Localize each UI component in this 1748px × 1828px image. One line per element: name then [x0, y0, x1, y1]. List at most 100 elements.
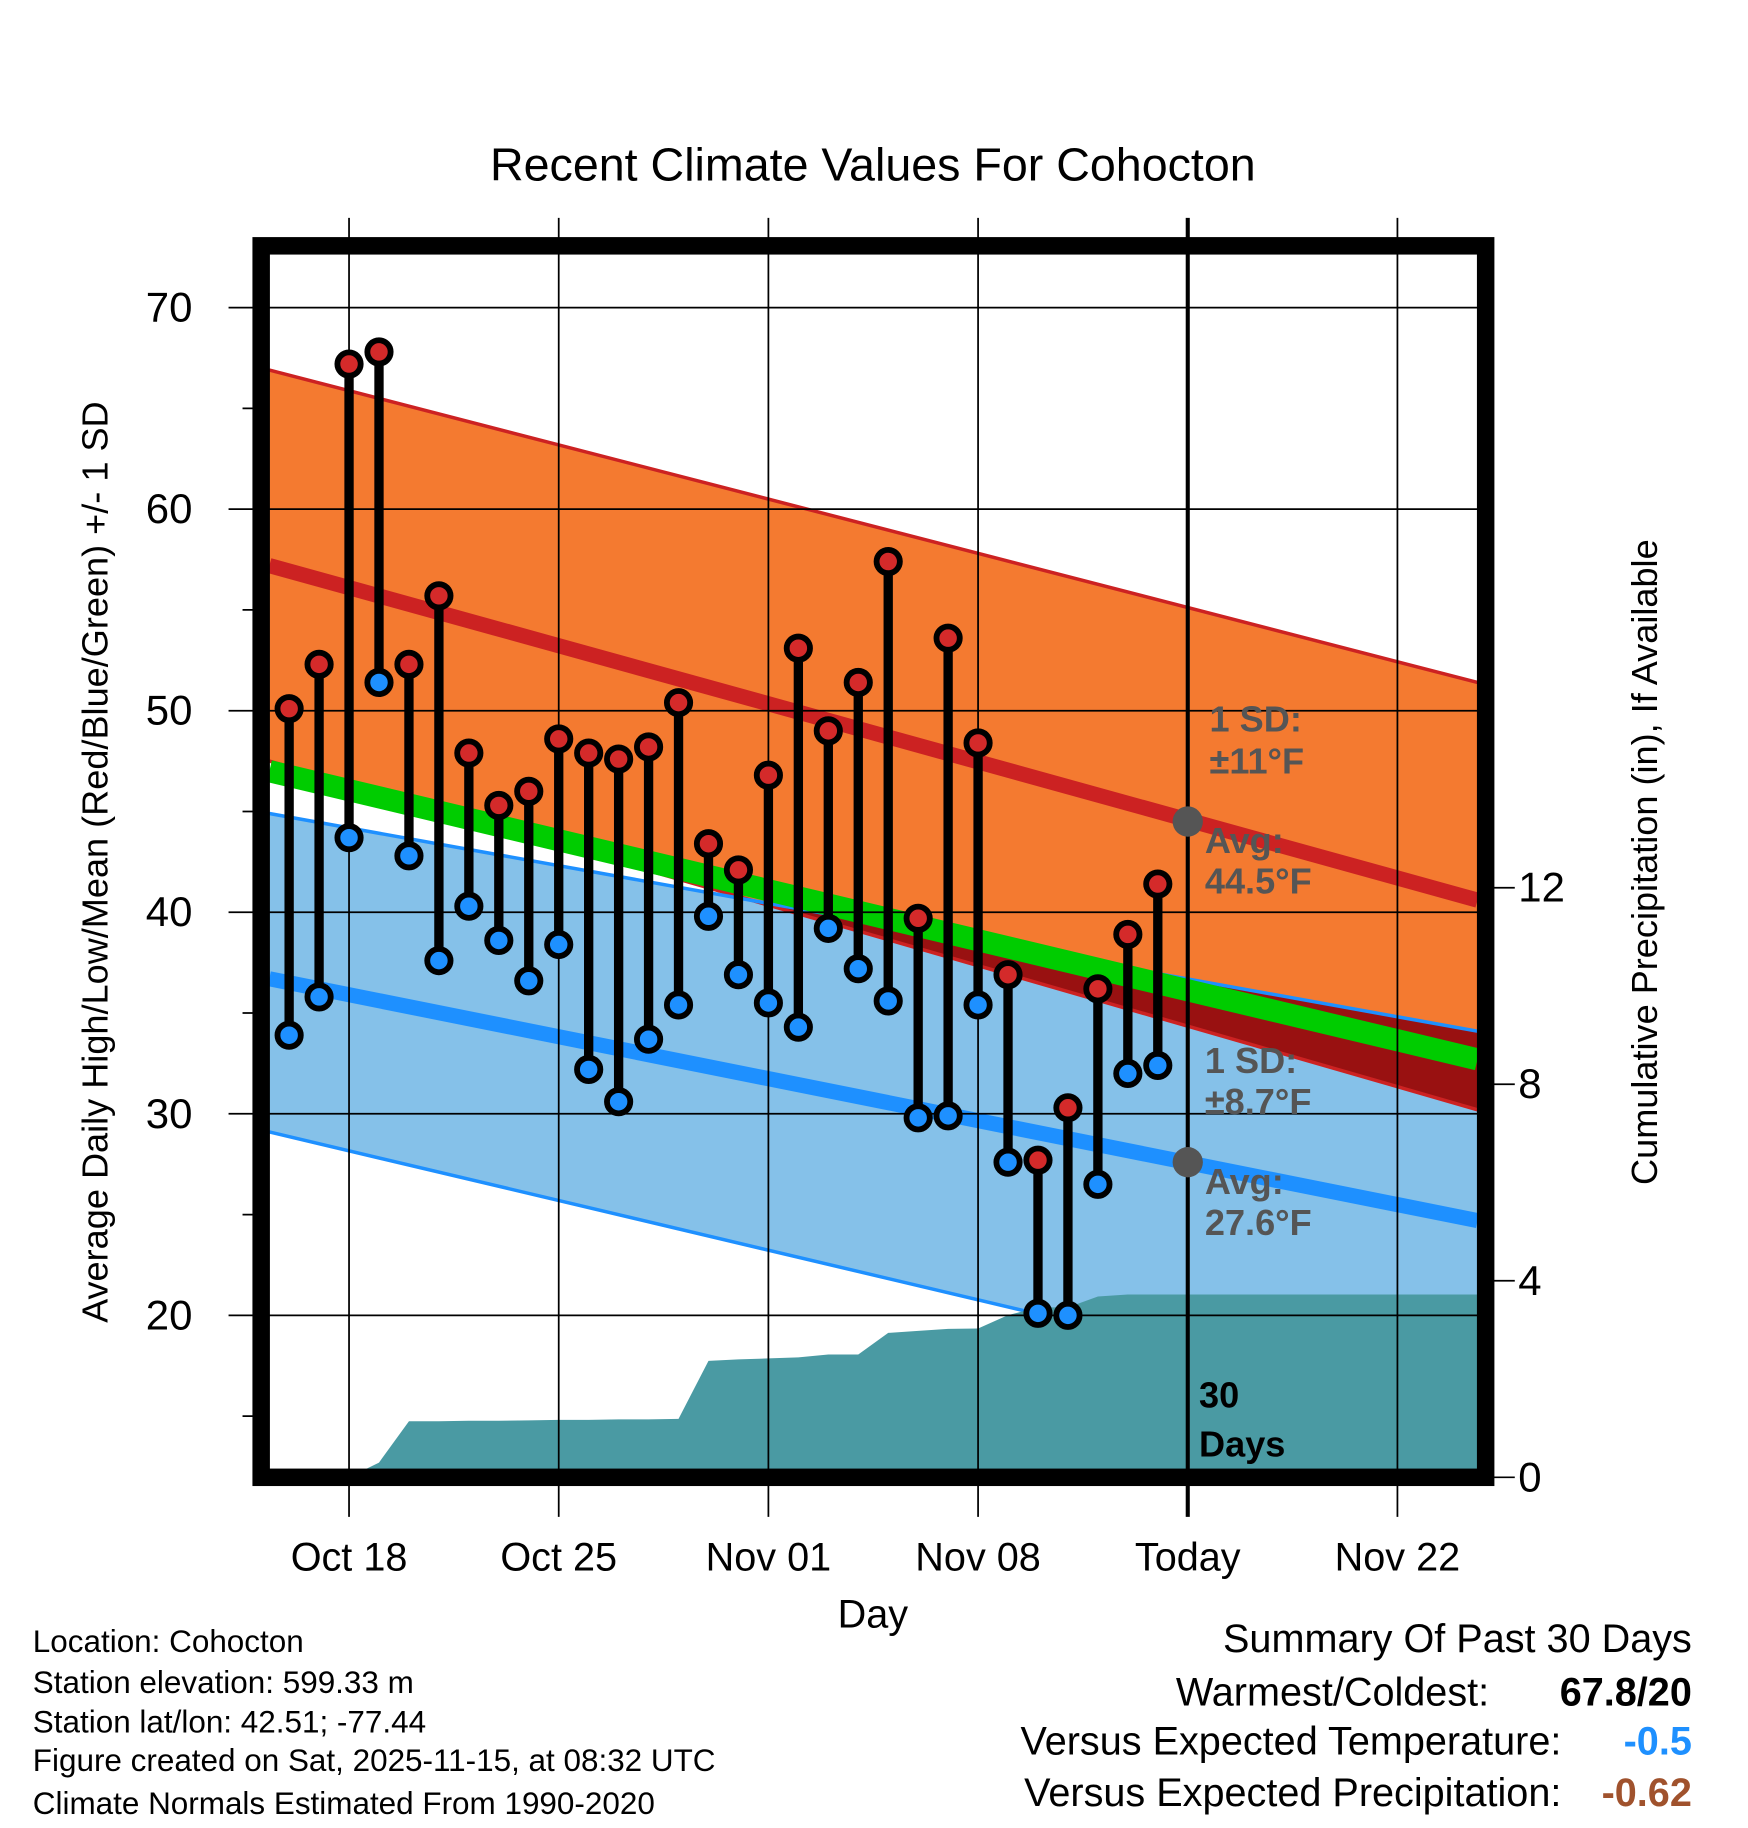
daily-low-point	[274, 1020, 304, 1050]
daily-low-point	[604, 1087, 634, 1117]
y2-tick-label: 12	[1518, 864, 1565, 911]
daily-high-point	[813, 716, 843, 746]
y-tick-label: 40	[146, 888, 193, 935]
precip-departure-value: -0.62	[1602, 1771, 1692, 1815]
daily-low-point	[634, 1024, 664, 1054]
daily-high-point	[1143, 869, 1173, 899]
annotation-high-sd: ±11°F	[1210, 741, 1305, 782]
today-low-avg-marker	[1172, 1147, 1203, 1178]
y2-tick-label: 8	[1518, 1060, 1541, 1107]
daily-low-point	[723, 960, 754, 990]
daily-low-point	[394, 841, 424, 871]
daily-low-point	[933, 1101, 963, 1131]
annotation-high-avg: Avg:	[1205, 820, 1284, 861]
daily-low-point	[364, 667, 394, 698]
daily-high-point	[723, 855, 754, 885]
summary-panel: Summary Of Past 30 Days Warmest/Coldest:…	[1020, 1617, 1691, 1815]
y2-tick-label: 0	[1518, 1453, 1541, 1500]
low-avg-line	[269, 971, 1478, 1229]
normals-text: Climate Normals Estimated From 1990-2020	[33, 1786, 655, 1821]
x-tick-label: Today	[1135, 1536, 1241, 1580]
precip-departure-label: Versus Expected Precipitation:	[1024, 1771, 1561, 1815]
y2-axis-label: Cumulative Precipitation (in), If Availa…	[1624, 539, 1665, 1185]
annotation-high-avg: 44.5°F	[1205, 861, 1312, 902]
x-tick-label: Oct 25	[500, 1536, 617, 1580]
annotation-period: 30	[1199, 1374, 1239, 1415]
y-tick-label: 70	[146, 284, 193, 331]
daily-high-point	[1023, 1145, 1053, 1175]
daily-high-point	[873, 546, 903, 577]
daily-low-point	[753, 988, 783, 1018]
chart-title: Recent Climate Values For Cohocton	[490, 139, 1256, 191]
x-tick-label: Nov 22	[1335, 1536, 1461, 1580]
daily-low-point	[334, 823, 364, 853]
daily-low-point	[903, 1103, 933, 1133]
daily-high-point	[484, 790, 514, 820]
daily-low-point	[424, 946, 454, 976]
daily-high-point	[993, 960, 1023, 990]
latlon-text: Station lat/lon: 42.51; -77.44	[33, 1704, 426, 1739]
daily-low-point	[993, 1147, 1023, 1177]
daily-low-point	[454, 891, 484, 921]
annotation-high-sd: 1 SD:	[1210, 699, 1302, 740]
y-tick-label: 30	[146, 1090, 193, 1137]
daily-low-point	[1083, 1169, 1113, 1199]
daily-high-point	[454, 738, 484, 768]
summary-title: Summary Of Past 30 Days	[1223, 1617, 1692, 1661]
daily-low-point	[574, 1054, 604, 1085]
daily-high-point	[1053, 1093, 1083, 1123]
daily-high-point	[604, 744, 634, 774]
annotation-low-avg: Avg:	[1205, 1161, 1284, 1202]
daily-high-point	[274, 694, 304, 724]
annotation-low-sd: ±8.7°F	[1205, 1081, 1312, 1122]
daily-low-point	[843, 954, 873, 984]
annotation-period: Days	[1199, 1423, 1285, 1464]
daily-low-point	[1143, 1050, 1173, 1080]
y2-tick-label: 4	[1518, 1257, 1541, 1304]
daily-high-point	[424, 581, 454, 611]
daily-high-point	[1113, 919, 1143, 949]
temp-departure-value: -0.5	[1624, 1720, 1692, 1764]
daily-low-point	[1023, 1298, 1053, 1328]
daily-high-point	[634, 732, 664, 762]
daily-low-point	[304, 982, 334, 1012]
high-plus-sd-line	[269, 368, 1478, 685]
warmest-label: Warmest/Coldest:	[1176, 1671, 1489, 1715]
warmest-value: 67.8/20	[1560, 1671, 1692, 1715]
daily-low-point	[873, 986, 903, 1016]
daily-high-point	[753, 760, 783, 790]
x-tick-label: Nov 01	[706, 1536, 832, 1580]
daily-high-point	[903, 903, 933, 933]
daily-low-point	[813, 913, 843, 943]
x-tick-label: Nov 08	[915, 1536, 1041, 1580]
daily-high-point	[663, 688, 694, 718]
daily-high-point	[544, 724, 574, 754]
high-avg-line	[269, 558, 1478, 908]
daily-low-point	[1113, 1058, 1143, 1089]
daily-high-point	[843, 667, 873, 698]
precipitation-area	[365, 1294, 1478, 1470]
y-tick-label: 60	[146, 485, 193, 532]
annotation-low-sd: 1 SD:	[1205, 1040, 1297, 1081]
elevation-text: Station elevation: 599.33 m	[33, 1665, 414, 1700]
daily-high-point	[364, 337, 394, 367]
daily-high-point	[693, 829, 724, 859]
daily-low-point	[693, 901, 724, 931]
y-tick-label: 20	[146, 1291, 193, 1338]
daily-low-point	[484, 925, 514, 956]
daily-high-point	[394, 649, 424, 679]
daily-low-point	[1053, 1300, 1083, 1330]
daily-high-point	[783, 633, 813, 663]
created-text: Figure created on Sat, 2025-11-15, at 08…	[33, 1743, 716, 1778]
daily-high-point	[1083, 974, 1113, 1004]
temp-departure-label: Versus Expected Temperature:	[1020, 1720, 1561, 1764]
x-axis-label: Day	[838, 1593, 909, 1637]
x-tick-label: Oct 18	[291, 1536, 408, 1580]
y-tick-label: 50	[146, 687, 193, 734]
y-axis-label: Average Daily High/Low/Mean (Red/Blue/Gr…	[74, 401, 115, 1323]
daily-low-point	[514, 966, 544, 996]
station-info: Location: Cohocton Station elevation: 59…	[33, 1624, 716, 1821]
daily-low-point	[544, 929, 574, 960]
daily-high-point	[334, 349, 364, 379]
